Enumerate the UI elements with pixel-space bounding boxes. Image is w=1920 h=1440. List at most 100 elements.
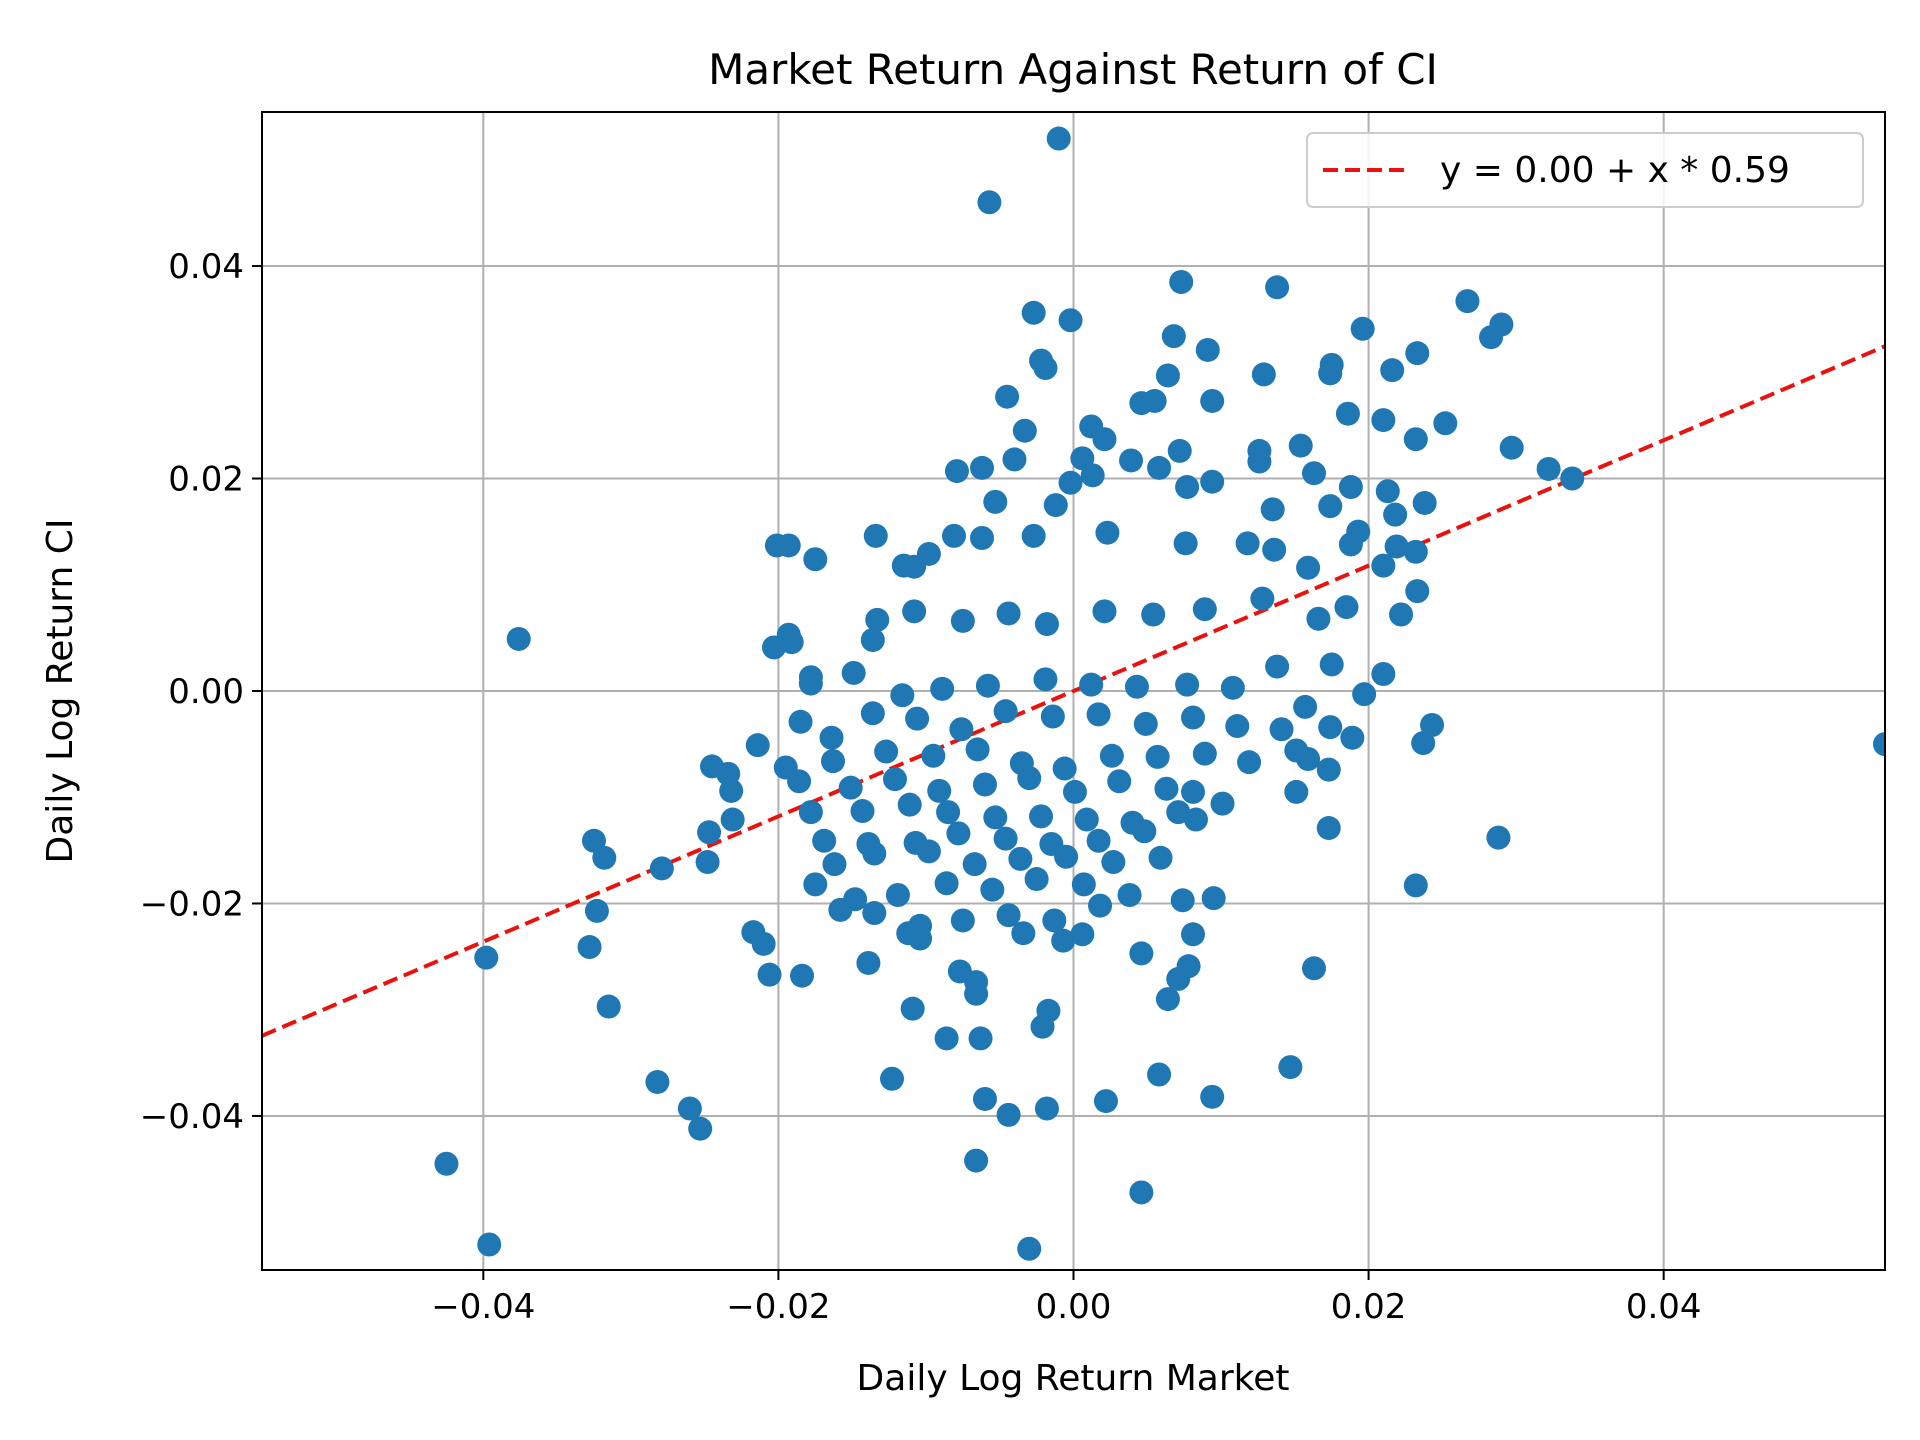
data-point xyxy=(862,841,887,866)
data-point xyxy=(1092,427,1117,452)
data-point xyxy=(1034,1096,1059,1121)
data-point xyxy=(1284,779,1309,804)
data-point xyxy=(1040,704,1065,729)
data-point xyxy=(1380,358,1405,383)
data-point xyxy=(841,660,866,685)
data-point xyxy=(934,1026,959,1051)
data-point xyxy=(1301,956,1326,981)
data-point xyxy=(897,792,922,817)
data-point xyxy=(1088,893,1113,918)
data-point xyxy=(1371,553,1396,578)
data-point xyxy=(975,673,1000,698)
data-point xyxy=(934,871,959,896)
data-point xyxy=(1316,816,1341,841)
data-point xyxy=(1420,712,1445,737)
data-point xyxy=(1306,606,1331,631)
data-point xyxy=(1486,825,1511,850)
data-point xyxy=(1034,612,1059,637)
data-point xyxy=(822,852,847,877)
data-point xyxy=(1210,791,1235,816)
data-point xyxy=(584,898,609,923)
data-point xyxy=(1389,602,1414,627)
data-point xyxy=(1384,534,1409,559)
data-point xyxy=(474,945,499,970)
data-point xyxy=(1403,427,1428,452)
data-point xyxy=(1183,807,1208,832)
data-point xyxy=(1338,532,1363,557)
data-point xyxy=(1046,126,1071,151)
x-tick-label: −0.02 xyxy=(726,1287,830,1327)
data-point xyxy=(1316,757,1341,782)
data-point xyxy=(1101,850,1126,875)
data-point xyxy=(964,1148,989,1173)
data-point xyxy=(1405,341,1430,366)
data-point xyxy=(695,850,720,875)
data-point xyxy=(965,737,990,762)
data-point xyxy=(1024,867,1049,892)
data-point xyxy=(577,935,602,960)
data-point xyxy=(1293,694,1318,719)
data-point xyxy=(1058,308,1083,333)
data-point xyxy=(860,628,885,653)
data-point xyxy=(1167,438,1192,463)
data-point xyxy=(1192,597,1217,622)
data-point xyxy=(927,778,952,803)
data-point xyxy=(1455,289,1480,314)
data-point xyxy=(970,455,995,480)
data-point xyxy=(1220,675,1245,700)
data-point xyxy=(1017,766,1042,791)
data-point xyxy=(962,852,987,877)
data-point xyxy=(1265,275,1290,300)
data-point xyxy=(949,717,974,742)
data-point xyxy=(1181,922,1206,947)
data-point xyxy=(787,769,812,794)
x-tick-label: −0.04 xyxy=(431,1287,535,1327)
data-point xyxy=(1011,921,1036,946)
x-tick-label: 0.02 xyxy=(1331,1287,1407,1327)
data-point xyxy=(1021,523,1046,548)
data-point xyxy=(1154,776,1179,801)
x-tick-label: 0.00 xyxy=(1036,1287,1112,1327)
data-point xyxy=(863,523,888,548)
data-point xyxy=(1225,714,1250,739)
data-point xyxy=(788,709,813,734)
x-tick-label: 0.04 xyxy=(1626,1287,1702,1327)
data-point xyxy=(983,805,1008,830)
data-point xyxy=(1107,769,1132,794)
data-point xyxy=(1132,819,1157,844)
data-point xyxy=(477,1232,502,1257)
data-point xyxy=(828,897,853,922)
data-point xyxy=(1017,1236,1042,1261)
data-point xyxy=(798,671,823,696)
data-point xyxy=(719,778,744,803)
data-point xyxy=(1129,1180,1154,1205)
data-point xyxy=(856,950,881,975)
data-point xyxy=(930,676,955,701)
data-point xyxy=(1058,470,1083,495)
x-axis-label: Daily Log Return Market xyxy=(857,1358,1290,1399)
chart-title: Market Return Against Return of CI xyxy=(708,45,1438,94)
data-point xyxy=(677,1096,702,1121)
data-point xyxy=(1334,595,1359,620)
data-point xyxy=(874,739,899,764)
data-point xyxy=(1301,461,1326,486)
data-point xyxy=(1147,1062,1172,1087)
data-point xyxy=(1412,490,1437,515)
y-tick-label: 0.02 xyxy=(168,460,244,500)
points-layer xyxy=(434,126,1885,1261)
data-point xyxy=(1375,479,1400,504)
data-point xyxy=(1145,744,1170,769)
data-point xyxy=(1288,433,1313,458)
data-point xyxy=(1175,475,1200,500)
data-point xyxy=(996,601,1021,626)
data-point xyxy=(745,733,770,758)
data-point xyxy=(993,826,1018,851)
data-point xyxy=(1043,493,1068,518)
data-point xyxy=(885,882,910,907)
data-point xyxy=(865,607,890,632)
data-point xyxy=(882,767,907,792)
data-point xyxy=(803,547,828,572)
data-point xyxy=(1405,579,1430,604)
fit-line xyxy=(262,344,1885,1038)
data-point xyxy=(645,1069,670,1094)
